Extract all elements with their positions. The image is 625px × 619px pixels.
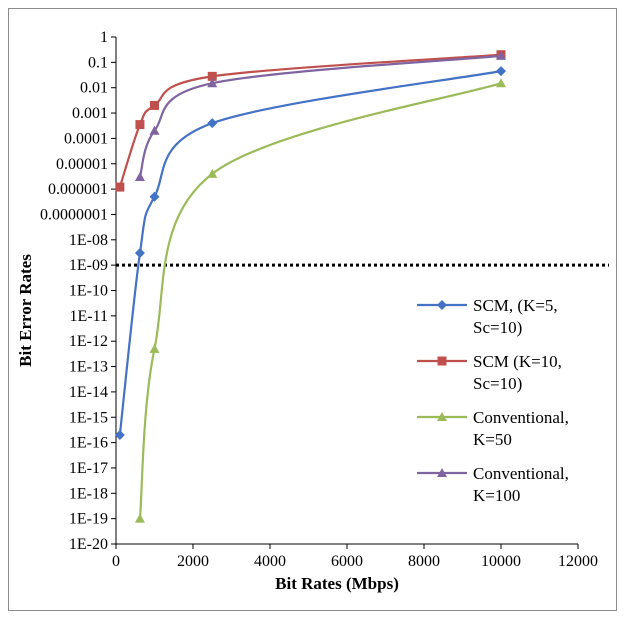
y-tick-label: 1E-10 xyxy=(69,283,108,300)
legend-marker xyxy=(437,356,447,366)
y-tick-label: 0.000001 xyxy=(48,181,108,198)
chart-frame: 1 0.1 0.01 0.001 0.0001 0.00001 0.000001 0.0000… xyxy=(8,8,617,611)
x-tick-label: 10000 xyxy=(481,553,521,570)
data-point xyxy=(207,118,218,129)
data-point xyxy=(207,168,218,178)
x-tick-label: 2000 xyxy=(177,553,209,570)
legend-marker xyxy=(437,468,447,477)
series-2-line xyxy=(118,53,502,188)
legend-item-2: SCM (K=10, Sc=10) xyxy=(417,352,562,393)
data-point xyxy=(135,120,145,130)
series-3 xyxy=(134,78,506,523)
series-layer xyxy=(114,50,506,523)
data-point xyxy=(496,50,506,60)
data-point xyxy=(114,429,125,440)
y-tick-label: 1E-16 xyxy=(69,435,108,452)
y-tick-label: 0.1 xyxy=(88,54,108,71)
series-1-line xyxy=(118,70,502,436)
y-tick-label: 1E-08 xyxy=(69,232,108,249)
legend-label: K=100 xyxy=(473,486,520,505)
data-point xyxy=(496,78,506,88)
y-tick-label: 1E-14 xyxy=(69,384,108,401)
series-4 xyxy=(134,50,506,182)
data-point xyxy=(149,343,160,353)
y-tick-label: 1E-18 xyxy=(69,485,108,502)
legend-label: SCM (K=10, xyxy=(473,352,562,371)
data-point xyxy=(149,191,160,202)
data-point xyxy=(115,182,125,192)
y-axis-title: Bit Error Rates xyxy=(16,254,35,367)
x-tick-label: 12000 xyxy=(558,553,598,570)
data-point xyxy=(150,100,159,110)
x-ticks: 0 2000 4000 6000 8000 10000 12000 xyxy=(112,544,598,570)
data-point xyxy=(207,71,217,81)
y-tick-label: 1E-17 xyxy=(69,460,108,477)
data-point xyxy=(149,125,160,135)
data-point xyxy=(134,513,145,523)
legend-item-1: SCM, (K=5, Sc=10) xyxy=(417,296,558,337)
series-3-line xyxy=(138,82,502,519)
legend-label: Conventional, xyxy=(473,408,569,427)
series-1 xyxy=(114,66,506,440)
legend: SCM, (K=5, Sc=10) SCM (K=10, Sc=10) Conventi… xyxy=(417,296,569,505)
data-point xyxy=(496,66,506,77)
y-tick-label: 1E-09 xyxy=(69,257,108,274)
x-tick-label: 4000 xyxy=(254,553,286,570)
legend-marker xyxy=(437,412,447,421)
y-tick-label: 1E-11 xyxy=(69,308,108,325)
legend-label: Sc=10) xyxy=(473,318,522,337)
data-point xyxy=(134,172,145,182)
y-tick-label: 1E-19 xyxy=(69,511,108,528)
x-tick-label: 8000 xyxy=(408,553,440,570)
legend-label: SCM, (K=5, xyxy=(473,296,558,315)
legend-label: Sc=10) xyxy=(473,374,522,393)
y-tick-label: 1E-20 xyxy=(69,536,108,553)
ber-chart: 1 0.1 0.01 0.001 0.0001 0.00001 0.000001 0.0000… xyxy=(16,29,609,593)
series-4-line xyxy=(138,54,502,178)
y-tick-label: 0.001 xyxy=(72,105,108,122)
x-tick-label: 0 xyxy=(112,553,120,570)
y-ticks: 1 0.1 0.01 0.001 0.0001 0.00001 0.000001 0.0000… xyxy=(40,29,116,553)
y-tick-label: 0.0000001 xyxy=(40,206,108,223)
y-tick-label: 1E-13 xyxy=(69,359,108,376)
x-axis-title: Bit Rates (Mbps) xyxy=(275,574,399,593)
legend-marker xyxy=(437,300,447,310)
data-point xyxy=(134,248,145,259)
legend-item-3: Conventional, K=50 xyxy=(417,408,569,449)
y-tick-label: 0.01 xyxy=(80,80,108,97)
legend-label: K=50 xyxy=(473,430,512,449)
y-tick-label: 1E-15 xyxy=(69,409,108,426)
y-tick-label: 1 xyxy=(100,29,108,46)
y-tick-label: 0.00001 xyxy=(56,156,108,173)
x-tick-label: 6000 xyxy=(331,553,363,570)
legend-label: Conventional, xyxy=(473,464,569,483)
legend-item-4: Conventional, K=100 xyxy=(417,464,569,505)
y-tick-label: 0.0001 xyxy=(64,130,108,147)
data-point xyxy=(207,78,218,88)
y-tick-label: 1E-12 xyxy=(69,333,108,350)
